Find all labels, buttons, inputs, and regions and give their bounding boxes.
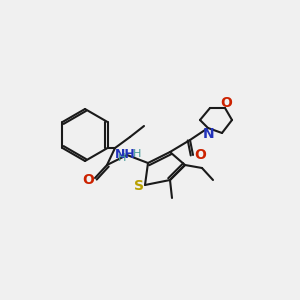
Text: O: O: [82, 173, 94, 187]
Text: O: O: [194, 148, 206, 162]
Text: O: O: [220, 96, 232, 110]
Text: H: H: [118, 153, 126, 163]
Text: S: S: [134, 179, 144, 193]
Text: NH: NH: [115, 148, 135, 160]
Text: H: H: [133, 149, 141, 159]
Text: N: N: [203, 127, 215, 141]
